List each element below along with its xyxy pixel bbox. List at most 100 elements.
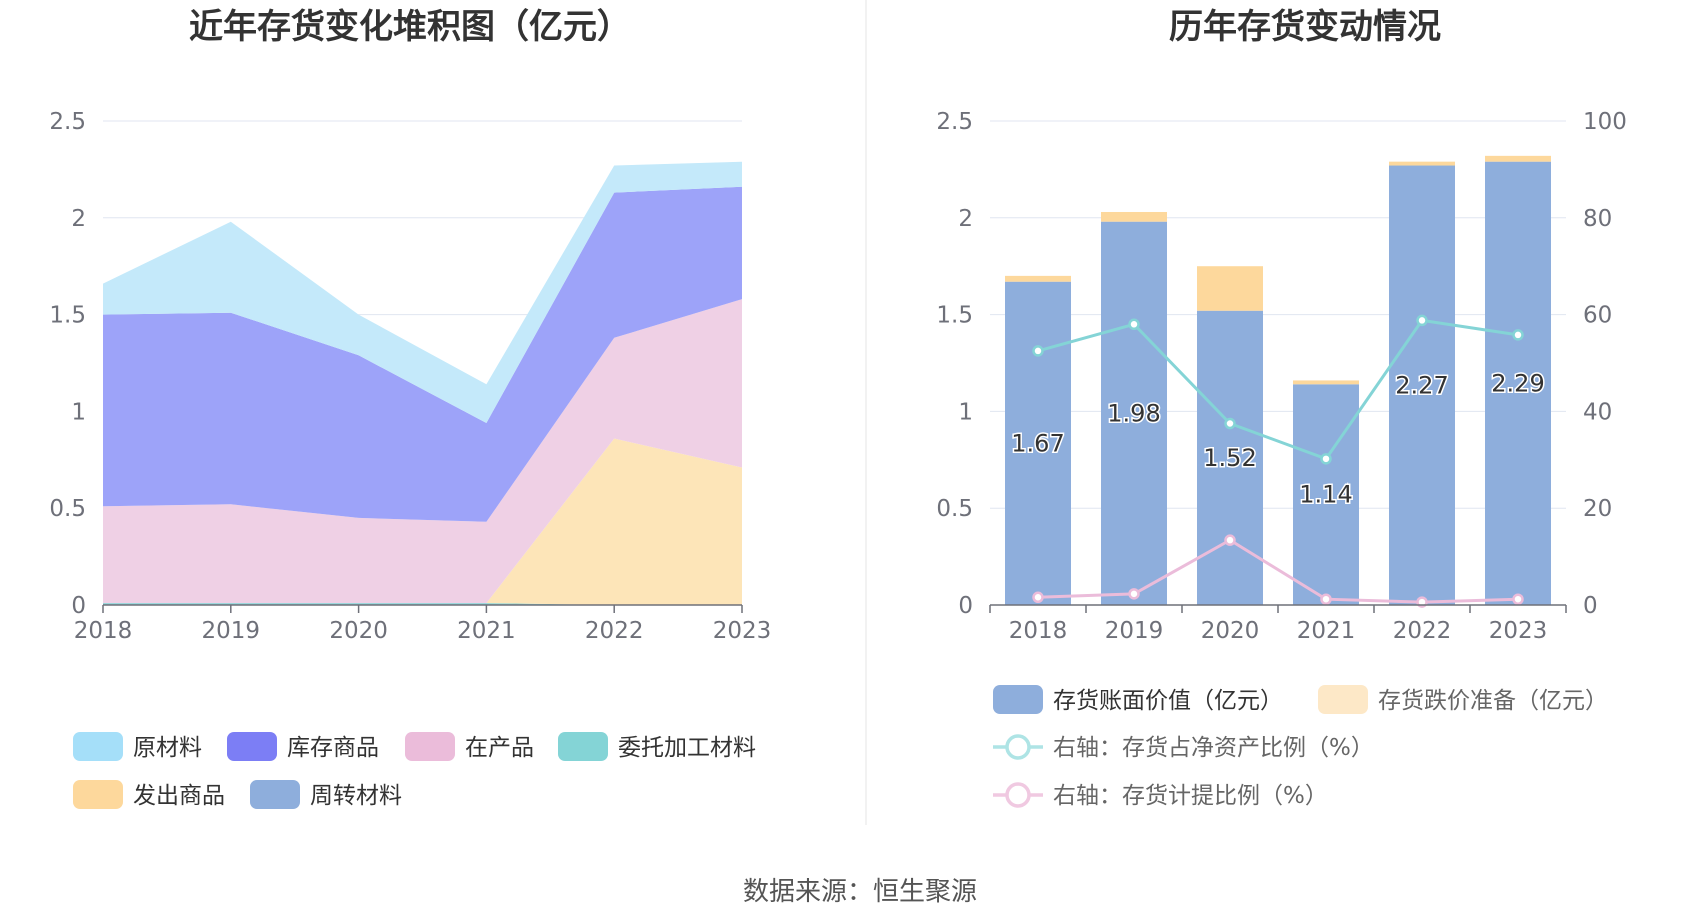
bar-存货账面价值（亿元）-2018 [1005,281,1071,605]
legend-item-右轴：存货计提比例（%）[interactable]: 右轴：存货计提比例（%） [993,782,1328,809]
bar-存货账面价值（亿元）-2019 [1101,221,1167,605]
y-tick-label: 0 [71,593,86,619]
legend-item-存货账面价值（亿元）[interactable]: 存货账面价值（亿元） [993,685,1283,714]
data-source-note: 数据来源：恒生聚源 [743,877,977,907]
bar-存货账面价值（亿元）-2021 [1293,384,1359,605]
legend-item-在产品[interactable]: 在产品 [405,732,534,761]
bar-存货跌价准备（亿元）-2022 [1389,161,1455,166]
bar-value-label: 2.27 [1395,371,1448,399]
y2-tick-label: 0 [1583,593,1598,619]
right-chart-title: 历年存货变动情况 [1169,7,1441,47]
legend-item-发出商品[interactable]: 发出商品 [73,780,225,809]
y-tick-label: 1 [71,399,86,425]
x-tick-label: 2019 [1105,618,1164,644]
line-point [1032,345,1044,357]
left-area-series [103,161,742,605]
y2-tick-label: 100 [1583,109,1627,135]
line-point [1416,314,1428,327]
left-axes: 0 0.5 1 1.5 2 2.5 2018 2019 2020 2021 2022 2023 [49,109,771,644]
area-库存商品 [103,186,742,522]
y2-tick-label: 20 [1583,496,1612,522]
bar-存货跌价准备（亿元）-2019 [1101,211,1167,222]
legend-swatch-marker [1005,782,1031,808]
x-tick-label: 2019 [202,618,261,644]
legend-label: 委托加工材料 [618,735,756,761]
x-tick-label: 2022 [1393,618,1452,644]
y-tick-label: 0 [958,593,973,619]
legend-swatch [73,780,123,809]
legend-label: 存货账面价值（亿元） [1053,688,1283,714]
legend-label: 周转材料 [310,783,402,809]
x-tick-label: 2020 [1201,618,1260,644]
legend-swatch [558,732,608,761]
right-bar-labels: 1.67 1.98 1.52 1.14 2.27 2.29 [1010,368,1546,510]
x-tick-label: 2018 [1009,618,1068,644]
legend-swatch [73,732,123,761]
bar-存货跌价准备（亿元）-2020 [1197,266,1263,311]
area-在产品 [103,299,742,604]
line-右轴：存货占净资产比例（%） [1037,318,1519,461]
stacked-area-chart: 近年存货变化堆积图（亿元） 0 0.5 1 1.5 2 2.5 2018 2019 2020 20… [49,7,771,809]
legend-item-委托加工材料[interactable]: 委托加工材料 [558,732,756,761]
y-tick-label: 2 [71,206,86,232]
y-tick-label: 1.5 [936,303,973,329]
bar-value-label: 1.67 [1011,429,1064,457]
right-gridlines [990,120,1566,509]
legend-label: 原材料 [133,735,202,761]
legend-item-库存商品[interactable]: 库存商品 [227,732,379,761]
bar-value-label: 1.14 [1299,481,1352,509]
y-tick-label: 1.5 [49,303,86,329]
bar-存货账面价值（亿元）-2022 [1389,165,1455,605]
legend-label: 右轴：存货占净资产比例（%） [1053,735,1374,761]
right-bar-series [1005,155,1551,605]
legend-label: 右轴：存货计提比例（%） [1053,783,1328,809]
y2-tick-label: 80 [1583,206,1612,232]
bar-存货跌价准备（亿元）-2021 [1293,380,1359,385]
legend-label: 库存商品 [287,735,379,761]
bar-value-label: 1.98 [1107,399,1160,427]
legend-swatch [1318,685,1368,714]
line-point [1224,417,1236,430]
x-tick-label: 2020 [329,618,388,644]
line-point [1224,534,1236,546]
right-legend[interactable]: 存货账面价值（亿元） 存货跌价准备（亿元）右轴：存货占净资产比例（%） 右轴：存货计… [993,685,1608,809]
right-line-series [1032,314,1524,608]
line-point [1128,318,1140,331]
legend-item-存货跌价准备（亿元）[interactable]: 存货跌价准备（亿元） [1318,685,1608,714]
line-point [1320,453,1332,465]
y-tick-label: 2.5 [936,109,973,135]
line-右轴：存货计提比例（%） [1037,538,1519,604]
y-tick-label: 2.5 [49,109,86,135]
x-tick-label: 2021 [1297,618,1356,644]
legend-swatch-marker [1005,734,1031,760]
y2-tick-label: 60 [1583,303,1612,329]
legend-item-周转材料[interactable]: 周转材料 [250,780,402,809]
legend-item-右轴：存货占净资产比例（%）[interactable]: 右轴：存货占净资产比例（%） [993,734,1374,761]
y2-tick-label: 40 [1583,399,1612,425]
area-发出商品 [103,438,742,605]
legend-swatch [405,732,455,761]
x-tick-label: 2018 [74,618,133,644]
bar-存货账面价值（亿元）-2020 [1197,310,1263,605]
area-原材料 [103,161,742,423]
x-tick-label: 2022 [585,618,644,644]
legend-label: 存货跌价准备（亿元） [1378,688,1608,714]
bar-存货跌价准备（亿元）-2018 [1005,275,1071,282]
bar-value-label: 1.52 [1203,444,1256,472]
legend-item-原材料[interactable]: 原材料 [73,732,202,761]
bar-line-combo-chart: 历年存货变动情况 1.671.981.521.142.27 2.29 00.511… [936,7,1626,809]
bar-存货账面价值（亿元）-2023 [1485,161,1551,605]
x-tick-label: 2023 [713,618,772,644]
legend-label: 发出商品 [133,783,225,809]
legend-label: 在产品 [465,735,534,761]
y-tick-label: 2 [958,206,973,232]
x-tick-label: 2023 [1489,618,1548,644]
line-point [1512,329,1524,341]
bar-value-label: 2.29 [1491,369,1544,397]
bar-存货跌价准备（亿元）-2023 [1485,155,1551,162]
left-chart-title: 近年存货变化堆积图（亿元） [189,7,631,47]
x-tick-label: 2021 [457,618,516,644]
